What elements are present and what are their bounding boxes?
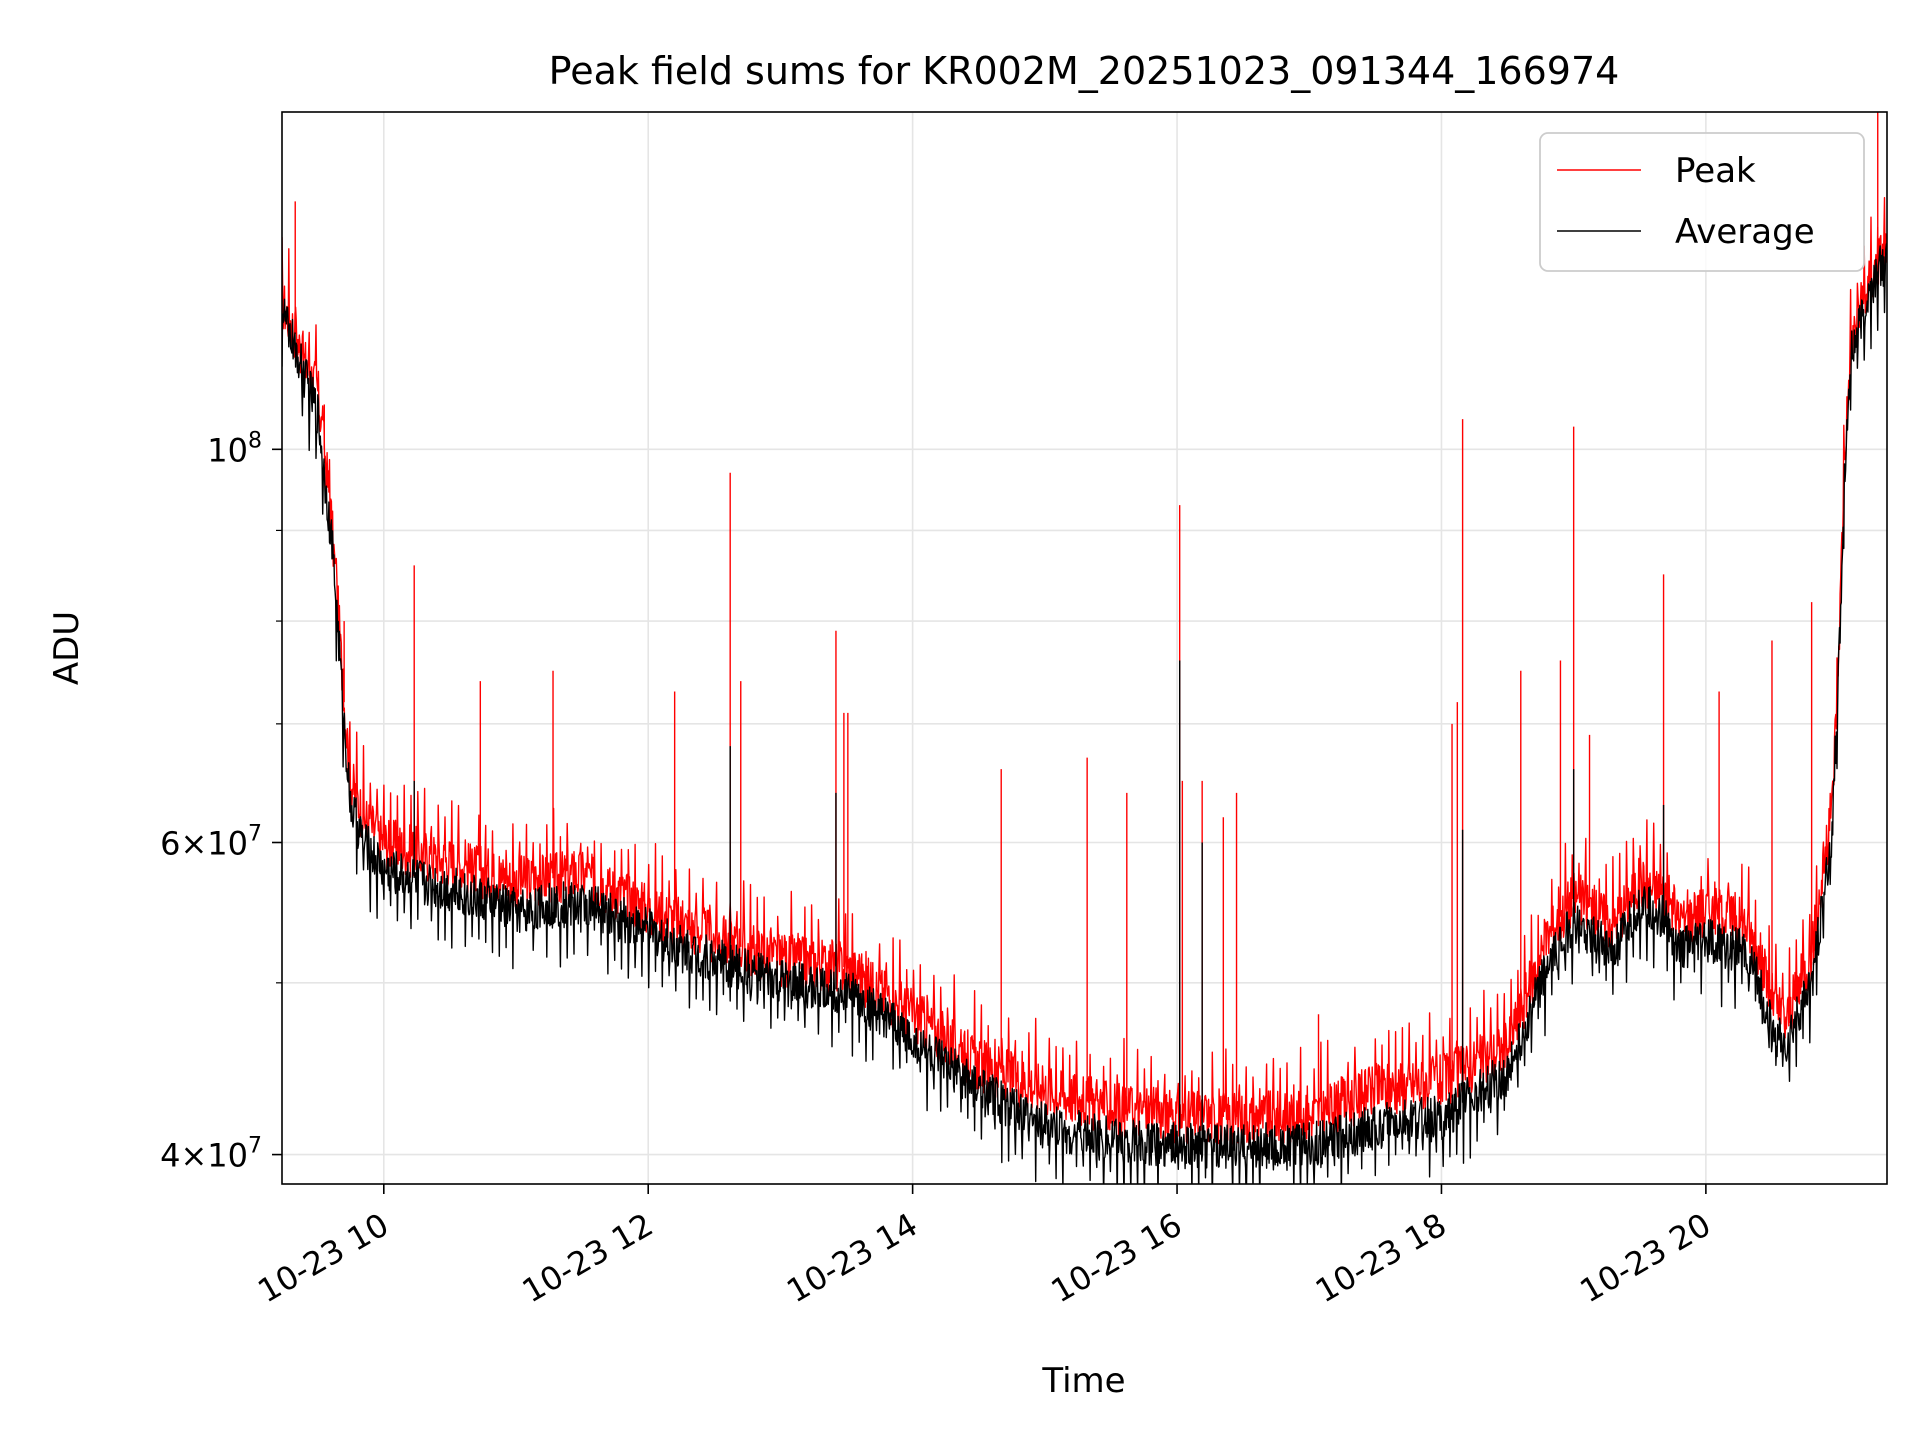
y-tick-label: 108 [207, 428, 262, 469]
y-tick-mult: 6 [160, 824, 180, 862]
legend-label-average: Average [1675, 212, 1815, 252]
y-tick-exponent: 7 [248, 821, 262, 846]
plot-area [282, 112, 1887, 1184]
series-layer [282, 112, 1887, 1184]
legend-label-peak: Peak [1675, 151, 1756, 191]
grid-layer [282, 112, 1887, 1184]
series-line-average [282, 243, 1887, 1184]
y-tick-exponent: 7 [248, 1134, 262, 1159]
chart-title: Peak field sums for KR002M_20251023_0913… [549, 49, 1620, 93]
y-tick-exponent: 8 [248, 428, 262, 453]
legend-box [1539, 132, 1865, 272]
y-tick-label: 4×107 [160, 1134, 262, 1175]
y-tick-base: 10 [207, 431, 248, 469]
y-tick-base: 10 [207, 824, 248, 862]
y-tick-base: 10 [207, 1137, 248, 1175]
y-tick-mult: 4 [160, 1137, 180, 1175]
plot-frame [281, 111, 1888, 1185]
y-tick-times: × [180, 1137, 207, 1175]
y-tick-times: × [180, 824, 207, 862]
y-tick-label: 6×107 [160, 821, 262, 862]
x-axis-label: Time [1041, 1361, 1125, 1401]
y-axis-label: ADU [47, 611, 87, 685]
legend: Peak Average [1539, 132, 1865, 272]
